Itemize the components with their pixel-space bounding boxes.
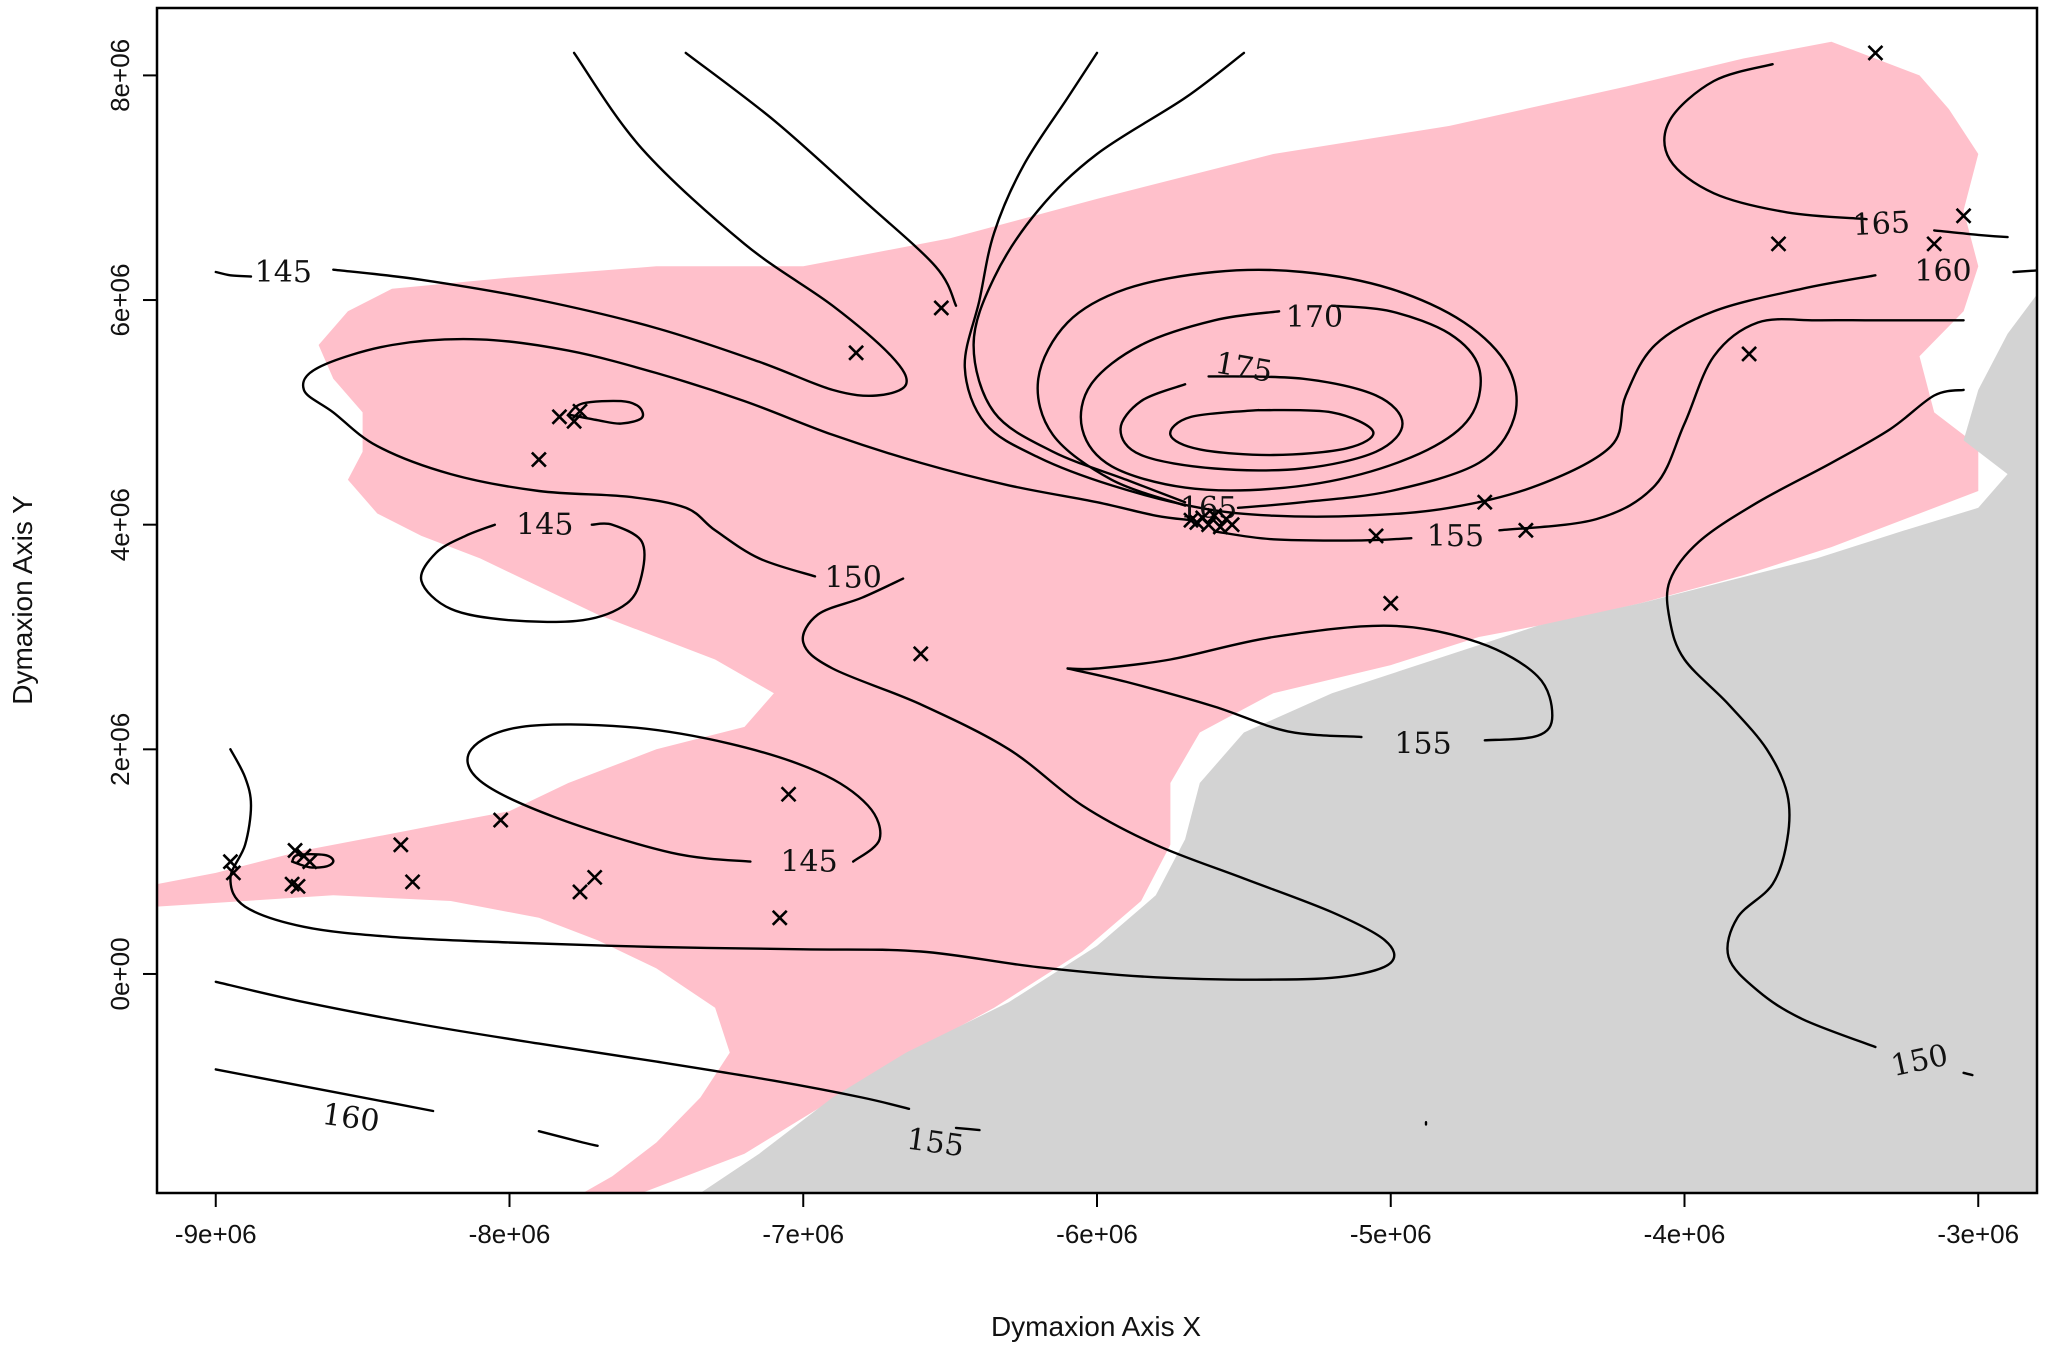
data-point-marker	[1926, 235, 1943, 252]
x-axis: -9e+06 -8e+06 -7e+06 -6e+06 -5e+06 -4e+06 -3e+…	[175, 1193, 2019, 1249]
y-tick-label: 4e+06	[105, 488, 135, 561]
x-tick-label: -4e+06	[1644, 1219, 1726, 1249]
x-axis-title: Dymaxion Axis X	[991, 1311, 1201, 1342]
contour-line-150	[229, 577, 1396, 981]
data-point-marker	[530, 451, 547, 468]
data-point-marker	[392, 836, 409, 853]
contour-line-165	[1663, 63, 1868, 221]
contour-label: 160	[320, 1097, 382, 1140]
contour-line-155	[214, 980, 911, 1110]
data-point-marker	[912, 645, 929, 662]
data-point-marker	[290, 878, 306, 895]
data-point-marker	[492, 812, 509, 829]
regions-layer	[157, 41, 2037, 1193]
contour-line-145	[567, 399, 645, 425]
x-tick-label: -7e+06	[762, 1219, 844, 1249]
data-point-marker	[1368, 527, 1384, 544]
contour-line-150	[301, 337, 1193, 578]
data-point-marker	[572, 403, 588, 420]
data-point-marker	[1770, 235, 1787, 252]
contour-line-155	[1213, 530, 1413, 542]
data-point-marker	[1741, 346, 1758, 362]
contour-line-145	[332, 51, 908, 397]
data-point-marker	[404, 873, 421, 890]
data-point-marker	[1867, 45, 1884, 61]
data-point-marker	[287, 842, 303, 859]
contour-label: 155	[1427, 519, 1484, 554]
land-region	[157, 41, 1979, 1193]
contour-label: 145	[255, 255, 312, 290]
contour-line-150	[1962, 1071, 1974, 1077]
contour-label: 150	[825, 561, 882, 596]
contour-line-155	[972, 51, 1246, 504]
contour-line-145	[419, 522, 646, 624]
contour-label: 145	[516, 508, 573, 543]
contour-line-165	[1036, 268, 1518, 509]
data-point-marker	[1476, 494, 1493, 511]
contour-line-155	[1498, 318, 1965, 532]
contour-line-180	[1169, 408, 1375, 457]
contour-line-155	[1066, 667, 1363, 739]
contour-line-170	[1079, 304, 1482, 492]
data-point-marker	[933, 299, 950, 316]
data-point-marker	[301, 853, 318, 870]
contour-line-160	[214, 1068, 435, 1113]
data-point-marker	[586, 869, 603, 886]
contours-layer	[214, 51, 2037, 1147]
contour-line-175	[1119, 375, 1404, 472]
y-axis-title: Dymaxion Axis Y	[7, 495, 38, 705]
data-point-marker	[1206, 507, 1223, 524]
contour-line-160	[537, 1130, 599, 1147]
x-tick-label: -8e+06	[469, 1219, 551, 1249]
data-point-marker	[225, 864, 242, 881]
data-point-marker	[771, 909, 788, 926]
contour-line-145	[214, 270, 253, 278]
contour-line-160	[963, 51, 1877, 518]
x-tick-label: -6e+06	[1056, 1219, 1138, 1249]
data-point-marker	[1224, 516, 1241, 533]
contour-label: 170	[1286, 300, 1343, 335]
contour-line-155	[954, 1126, 981, 1132]
contour-line-165	[1933, 229, 2009, 239]
data-point-marker	[1382, 595, 1399, 612]
data-point-marker	[572, 884, 588, 900]
contour-line-145	[466, 723, 882, 863]
x-tick-label: -3e+06	[1937, 1219, 2019, 1249]
x-tick-label: -9e+06	[175, 1219, 257, 1249]
contour-line-150	[1665, 388, 1965, 1049]
x-tick-label: -5e+06	[1350, 1219, 1432, 1249]
y-tick-label: 2e+06	[105, 713, 135, 786]
contour-label: 160	[1914, 254, 1971, 289]
data-point-marker	[1517, 522, 1534, 539]
y-axis: 0e+00 2e+06 4e+06 6e+06 8e+06	[105, 39, 157, 1010]
data-point-marker	[551, 408, 568, 425]
data-point-marker	[848, 344, 865, 361]
plot-area: 1451451451501551551551601651651601701751…	[157, 41, 2037, 1193]
y-tick-label: 0e+00	[105, 937, 135, 1010]
contour-line-160	[2012, 269, 2037, 274]
data-point-marker	[1955, 207, 1972, 224]
contour-line-155	[684, 51, 958, 307]
contour-line-155	[1066, 624, 1554, 742]
contour-label: 145	[780, 845, 837, 880]
markers-layer	[222, 45, 1972, 926]
contour-label: 165	[1852, 205, 1911, 243]
data-point-marker	[780, 786, 797, 803]
contour-label: 155	[905, 1122, 967, 1165]
y-tick-label: 8e+06	[105, 39, 135, 112]
data-point-marker	[222, 853, 239, 870]
y-tick-label: 6e+06	[105, 264, 135, 337]
ocean-region	[700, 294, 2037, 1193]
data-point-marker	[566, 413, 583, 430]
contour-label: 155	[1394, 727, 1451, 762]
